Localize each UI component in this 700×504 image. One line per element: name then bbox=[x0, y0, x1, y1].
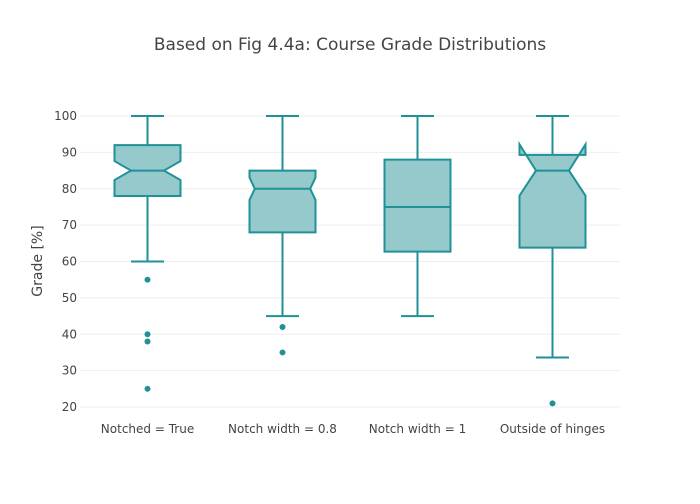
outlier-point bbox=[549, 400, 556, 407]
y-tick-label: 100 bbox=[54, 109, 77, 123]
box-body bbox=[383, 158, 452, 253]
box-2 bbox=[383, 115, 452, 318]
box-0 bbox=[113, 115, 182, 392]
y-tick-label: 50 bbox=[62, 291, 77, 305]
y-tick-label: 20 bbox=[62, 400, 77, 414]
y-tick-label: 30 bbox=[62, 364, 77, 378]
y-tick-label: 40 bbox=[62, 327, 77, 341]
outlier-point bbox=[144, 385, 151, 392]
boxes bbox=[113, 115, 587, 407]
x-tick-label: Outside of hinges bbox=[500, 422, 605, 436]
y-axis-label: Grade [%] bbox=[30, 225, 46, 296]
x-ticks: Notched = True Notch width = 0.8 Notch wid… bbox=[101, 422, 605, 436]
box-body bbox=[248, 169, 317, 234]
box-3 bbox=[518, 115, 587, 407]
y-ticks: 20 30 40 50 60 70 80 90 100 bbox=[54, 109, 77, 414]
outlier-point bbox=[279, 323, 286, 330]
y-tick-label: 70 bbox=[62, 218, 77, 232]
outlier-point bbox=[144, 331, 151, 338]
y-tick-label: 60 bbox=[62, 255, 77, 269]
box-body bbox=[518, 140, 587, 249]
x-tick-label: Notch width = 0.8 bbox=[228, 422, 337, 436]
outlier-point bbox=[144, 276, 151, 283]
box-1 bbox=[248, 115, 317, 356]
chart-title: Based on Fig 4.4a: Course Grade Distribu… bbox=[154, 35, 546, 55]
x-tick-label: Notch width = 1 bbox=[369, 422, 466, 436]
outlier-point bbox=[144, 338, 151, 345]
x-tick-label: Notched = True bbox=[101, 422, 194, 436]
y-tick-label: 80 bbox=[62, 182, 77, 196]
outlier-point bbox=[279, 349, 286, 356]
y-tick-label: 90 bbox=[62, 145, 77, 159]
